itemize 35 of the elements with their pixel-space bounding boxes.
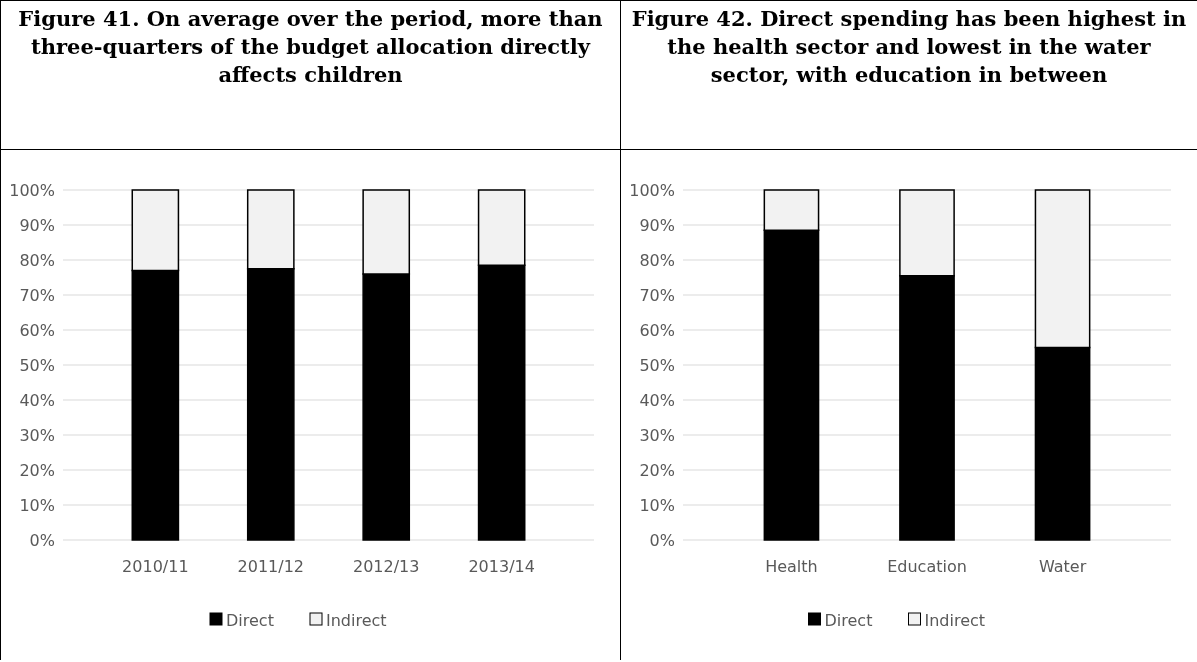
legend-label: Indirect <box>924 610 986 630</box>
legend-label: Indirect <box>326 610 387 630</box>
x-tick-label: 2011/12 <box>237 557 305 576</box>
y-tick-label: 30% <box>639 425 675 445</box>
x-tick-label: Water <box>1038 557 1087 576</box>
legend-label: Direct <box>824 610 873 630</box>
chart-title: Figure 41. On average over the period, more than three-quarters of the budget allocation directly affects children <box>17 5 604 89</box>
y-tick-label: 10% <box>639 495 675 515</box>
y-tick-label: 50% <box>19 355 55 375</box>
y-tick-label: 40% <box>19 390 55 410</box>
y-tick-label: 30% <box>19 425 55 445</box>
y-tick-label: 0% <box>649 530 675 550</box>
x-tick-label: Health <box>765 557 818 576</box>
y-tick-label: 40% <box>639 390 675 410</box>
chart-title: Figure 42. Direct spending has been highest in the health sector and lowest in the water sector, with education in between <box>630 5 1188 89</box>
x-tick-label: Education <box>887 557 967 576</box>
y-tick-label: 10% <box>19 495 55 515</box>
y-tick-label: 90% <box>19 215 55 235</box>
y-tick-label: 20% <box>639 460 675 480</box>
x-tick-label: 2013/14 <box>468 557 535 576</box>
y-tick-label: 80% <box>19 250 55 270</box>
y-tick-label: 100% <box>629 180 675 200</box>
y-tick-label: 80% <box>639 250 675 270</box>
x-tick-label: 2010/11 <box>122 557 189 576</box>
x-tick-label: 2012/13 <box>352 557 420 576</box>
y-tick-label: 100% <box>9 180 55 200</box>
y-tick-label: 60% <box>639 320 675 340</box>
y-tick-label: 60% <box>19 320 55 340</box>
y-tick-label: 70% <box>19 285 55 305</box>
y-tick-label: 70% <box>639 285 675 305</box>
legend-label: Direct <box>226 610 274 630</box>
y-tick-label: 50% <box>639 355 675 375</box>
y-tick-label: 20% <box>19 460 55 480</box>
y-tick-label: 90% <box>639 215 675 235</box>
y-tick-label: 0% <box>29 530 55 550</box>
